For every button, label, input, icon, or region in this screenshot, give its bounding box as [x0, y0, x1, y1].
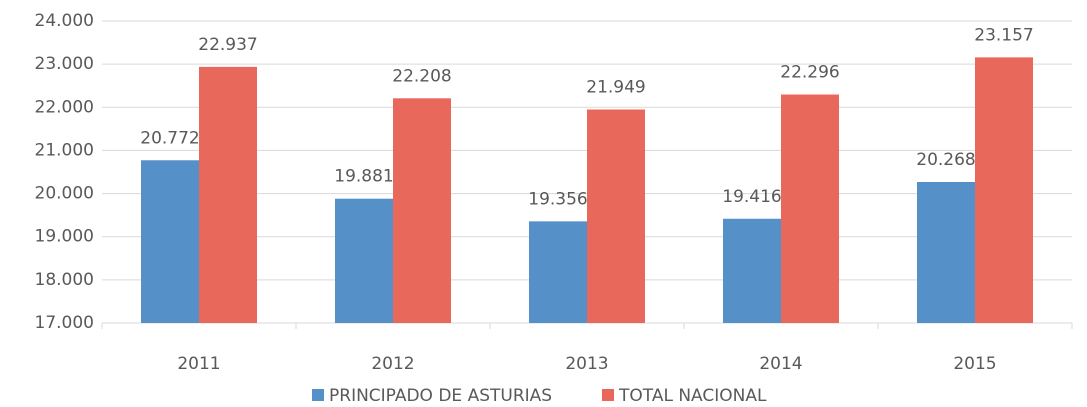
legend-swatch: [602, 389, 614, 401]
bar: [199, 66, 257, 324]
data-label: 20.268: [916, 150, 975, 170]
y-tick-label: 20.000: [35, 184, 94, 204]
legend-label: TOTAL NACIONAL: [618, 386, 767, 406]
data-label: 23.157: [974, 25, 1033, 45]
data-label: 22.937: [198, 35, 257, 55]
y-tick-label: 18.000: [35, 270, 94, 290]
data-label: 19.356: [528, 189, 587, 209]
legend-swatch: [312, 389, 324, 401]
y-tick-label: 23.000: [35, 54, 94, 74]
bar: [975, 57, 1033, 324]
y-tick-label: 17.000: [35, 313, 94, 333]
y-tick-label: 21.000: [35, 140, 94, 160]
bar: [587, 109, 645, 324]
data-label: 19.416: [722, 187, 781, 207]
bar: [917, 182, 975, 323]
data-label: 20.772: [140, 128, 199, 148]
bar: [335, 198, 393, 323]
x-tick-label: 2011: [177, 354, 220, 374]
x-tick-label: 2012: [371, 354, 414, 374]
x-tick-label: 2015: [953, 354, 996, 374]
x-tick-label: 2014: [759, 354, 802, 374]
bar: [781, 94, 839, 323]
data-label: 19.881: [334, 167, 393, 187]
legend-label: PRINCIPADO DE ASTURIAS: [329, 386, 552, 406]
bar: [723, 218, 781, 323]
data-label: 22.208: [392, 66, 451, 86]
bar: [529, 221, 587, 323]
bar: [141, 160, 199, 323]
data-label: 22.296: [780, 63, 839, 83]
y-tick-label: 19.000: [35, 227, 94, 247]
x-tick-label: 2013: [565, 354, 608, 374]
data-label: 21.949: [586, 77, 645, 97]
bar: [393, 98, 451, 323]
y-tick-label: 22.000: [35, 97, 94, 117]
y-tick-label: 24.000: [35, 11, 94, 31]
